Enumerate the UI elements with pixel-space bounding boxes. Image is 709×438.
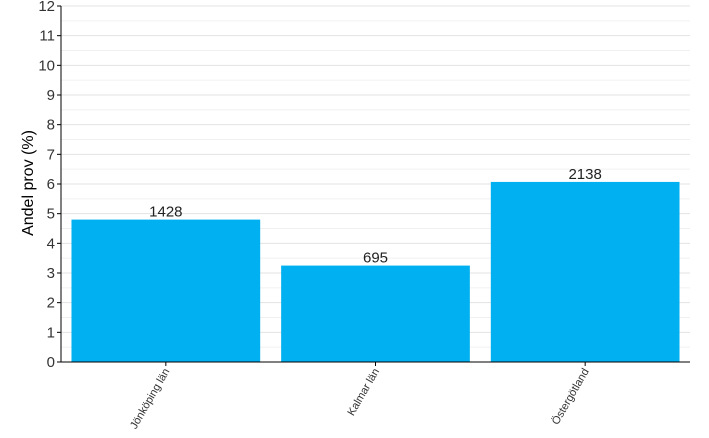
y-tick-label: 2 — [47, 295, 55, 312]
y-tick-label: 6 — [47, 176, 55, 193]
x-tick-labels: Jönköping län Kalmar län Östergötland — [128, 362, 592, 431]
y-tick-label: 10 — [38, 57, 55, 74]
data-labels: 1428 695 2138 — [149, 166, 602, 267]
bar — [281, 265, 470, 362]
bar-data-label: 2138 — [568, 166, 601, 183]
x-tick-label: Jönköping län — [128, 367, 172, 432]
bar — [490, 181, 680, 362]
x-tick-label: Östergötland — [550, 367, 592, 428]
y-axis-title: Andel prov (%) — [20, 130, 37, 236]
bar-data-label: 1428 — [149, 204, 182, 221]
y-tick-label: 11 — [39, 28, 55, 45]
y-tick-label: 0 — [47, 354, 55, 371]
bars — [71, 181, 680, 362]
y-tick-label: 1 — [47, 324, 55, 341]
x-tick-label: Kalmar län — [345, 367, 382, 419]
bar — [71, 219, 261, 362]
y-tick-label: 3 — [47, 265, 55, 282]
y-tick-label: 12 — [38, 0, 55, 15]
y-tick-label: 5 — [47, 206, 55, 223]
y-tick-label: 8 — [47, 117, 55, 134]
bar-data-label: 695 — [363, 250, 388, 267]
y-tick-label: 4 — [47, 235, 55, 252]
y-tick-label: 7 — [47, 146, 55, 163]
y-tick-label: 9 — [47, 87, 55, 104]
